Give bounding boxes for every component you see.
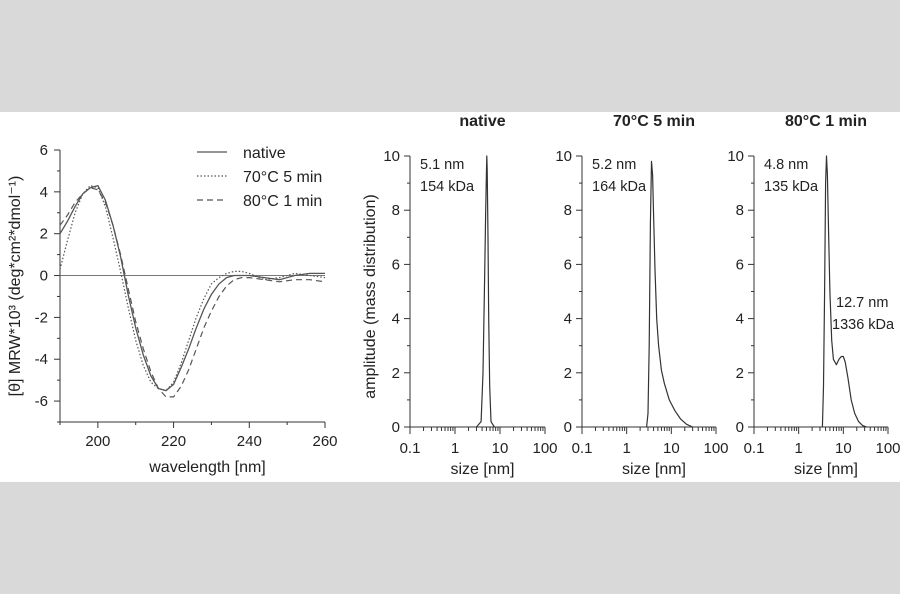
dls-y-tick-label: 8 [392,202,400,219]
dls-x-axis-label: size [nm] [622,461,686,478]
dls-annotation: 135 kDa [764,179,819,195]
cd-x-tick-label: 260 [312,433,337,450]
cd-y-tick-label: -4 [35,351,48,368]
dls-y-tick-label: 10 [383,148,400,165]
dls-y-tick-label: 6 [736,256,744,273]
dls-y-tick-label: 0 [564,419,572,436]
dls-title: 80°C 1 min [785,113,867,130]
dls-annotation: 5.1 nm [420,157,464,173]
dls-series-line [821,155,867,428]
cd-legend-label-3: 80°C 1 min [243,193,322,210]
dls-y-tick-label: 4 [736,311,744,328]
cd-chart: 6 4 2 0 -2 -4 -6 200 220 240 260 wavelength [nm] [θ]… [7,142,338,476]
dls-y-tick-label: 2 [564,365,572,382]
dls-x-tick-label: 1 [451,440,459,457]
dls-annotation: 154 kDa [420,179,475,195]
dls-y-axis-label: amplitude (mass distribution) [362,194,379,399]
dls-x-tick-label: 0.1 [400,440,421,457]
dls-x-tick-label: 0.1 [744,440,765,457]
cd-y-tick-label: 6 [40,142,48,159]
dls-x-tick-label: 100 [532,440,557,457]
dls-chart-3: 80°C 1 min 0 2 4 6 8 10 0.1 1 10 100 size [nm] 4.8 n… [727,113,900,478]
dls-y-tick-label: 4 [564,311,572,328]
cd-y-tick-label: 2 [40,226,48,243]
dls-annotation: 164 kDa [592,179,647,195]
dls-x-tick-label: 100 [875,440,900,457]
dls-annotation: 12.7 nm [836,295,888,311]
dls-title: 70°C 5 min [613,113,695,130]
dls-y-tick-label: 0 [736,419,744,436]
dls-annotation: 5.2 nm [592,157,636,173]
cd-series-line-3 [59,187,326,398]
dls-y-tick-label: 2 [392,365,400,382]
dls-y-tick-label: 2 [736,365,744,382]
dls-x-tick-label: 0.1 [572,440,593,457]
dls-y-tick-label: 4 [392,311,400,328]
cd-x-tick-label: 220 [161,433,186,450]
dls-x-tick-label: 10 [492,440,509,457]
dls-annotation: 1336 kDa [832,317,895,333]
cd-y-axis-label: [θ] MRW*10³ (deg*cm²*dmol⁻¹) [7,176,24,397]
cd-x-axis-label: wavelength [nm] [148,459,266,476]
dls-chart-1: native 0 2 4 6 8 10 0.1 1 10 100 size [nm] 5.1 nm 154… [383,113,557,478]
cd-y-tick-label: -6 [35,393,48,410]
dls-x-axis-label: size [nm] [450,461,514,478]
dls-y-tick-label: 6 [564,256,572,273]
dls-x-tick-label: 100 [703,440,728,457]
dls-x-axis-label: size [nm] [794,461,858,478]
dls-y-tick-label: 8 [736,202,744,219]
cd-series-line-1 [59,184,325,392]
cd-y-tick-label: 0 [40,268,48,285]
cd-legend-label-1: native [243,145,286,162]
dls-x-tick-label: 10 [663,440,680,457]
dls-x-tick-label: 1 [622,440,630,457]
dls-series-line [476,155,495,428]
dls-y-tick-label: 0 [392,419,400,436]
dls-title: native [459,113,505,130]
dls-x-tick-label: 10 [835,440,852,457]
dls-annotation: 4.8 nm [764,157,808,173]
cd-legend-label-2: 70°C 5 min [243,169,322,186]
dls-y-tick-label: 10 [727,148,744,165]
figure: 6 4 2 0 -2 -4 -6 200 220 240 260 wavelength [nm] [θ]… [0,112,900,482]
cd-series-line-2 [59,184,326,392]
dls-chart-2: 70°C 5 min 0 2 4 6 8 10 0.1 1 10 100 size [nm] 5.2 n… [555,113,728,478]
dls-y-tick-label: 8 [564,202,572,219]
cd-x-tick-label: 240 [237,433,262,450]
cd-y-tick-label: -2 [35,309,48,326]
dls-series-line [646,160,693,428]
cd-y-tick-label: 4 [40,184,48,201]
dls-y-tick-label: 10 [555,148,572,165]
dls-y-tick-label: 6 [392,256,400,273]
dls-x-tick-label: 1 [794,440,802,457]
cd-x-tick-label: 200 [85,433,110,450]
